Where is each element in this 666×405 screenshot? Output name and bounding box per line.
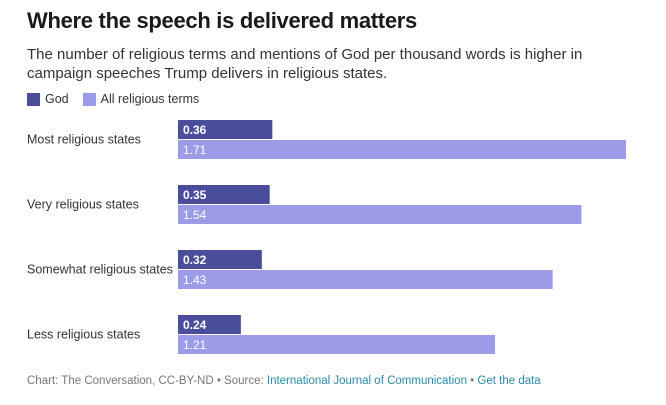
bar-god-most-religious-states[interactable] [178,120,273,139]
legend-swatch-god [27,92,40,106]
data-label-god-less-religious-states: 0.24 [183,318,207,332]
footer-separator: • [466,375,478,387]
chart-subtitle: The number of religious terms and mentio… [27,46,583,82]
category-label-less-religious-states: Less religious states [27,328,140,342]
chart-title: Where the speech is delivered matters [27,8,417,33]
legend-item-all-religious-terms: All religious terms [82,92,200,106]
bar-god-very-religious-states[interactable] [178,185,270,204]
bar-all-religious-terms-somewhat-religious-states[interactable] [178,270,553,289]
legend-swatch-all-religious-terms [82,92,96,106]
data-label-all-religious-terms-less-religious-states: 1.21 [183,338,207,352]
bar-god-less-religious-states[interactable] [178,315,241,334]
footer-credit: Chart: The Conversation, CC-BY-ND [27,375,214,387]
data-label-god-somewhat-religious-states: 0.32 [183,253,207,267]
bar-all-religious-terms-most-religious-states[interactable] [178,140,626,159]
bar-all-religious-terms-very-religious-states[interactable] [178,205,582,224]
data-label-all-religious-terms-somewhat-religious-states: 1.43 [183,273,207,287]
data-label-god-very-religious-states: 0.35 [183,188,207,202]
data-label-all-religious-terms-very-religious-states: 1.54 [183,208,207,222]
bar-god-somewhat-religious-states[interactable] [178,250,262,269]
footer-separator: • Source: [213,375,267,387]
category-label-somewhat-religious-states: Somewhat religious states [27,263,173,277]
legend-label-all-religious-terms: All religious terms [100,92,200,106]
category-label-very-religious-states: Very religious states [27,198,139,212]
get-the-data-link[interactable]: Get the data [477,375,541,387]
source-link[interactable]: International Journal of Communication [266,375,467,387]
data-label-god-most-religious-states: 0.36 [183,123,207,137]
legend: God All religious terms [27,92,213,106]
chart-footer: Chart: The Conversation, CC-BY-ND • Sour… [27,375,541,387]
legend-item-god: God [27,92,69,106]
category-label-most-religious-states: Most religious states [27,133,141,147]
legend-label-god: God [45,92,69,106]
bar-chart: Most religious states 0.36 1.71 Very religi… [27,120,626,354]
data-label-all-religious-terms-most-religious-states: 1.71 [183,143,207,157]
bar-all-religious-terms-less-religious-states[interactable] [178,335,496,354]
